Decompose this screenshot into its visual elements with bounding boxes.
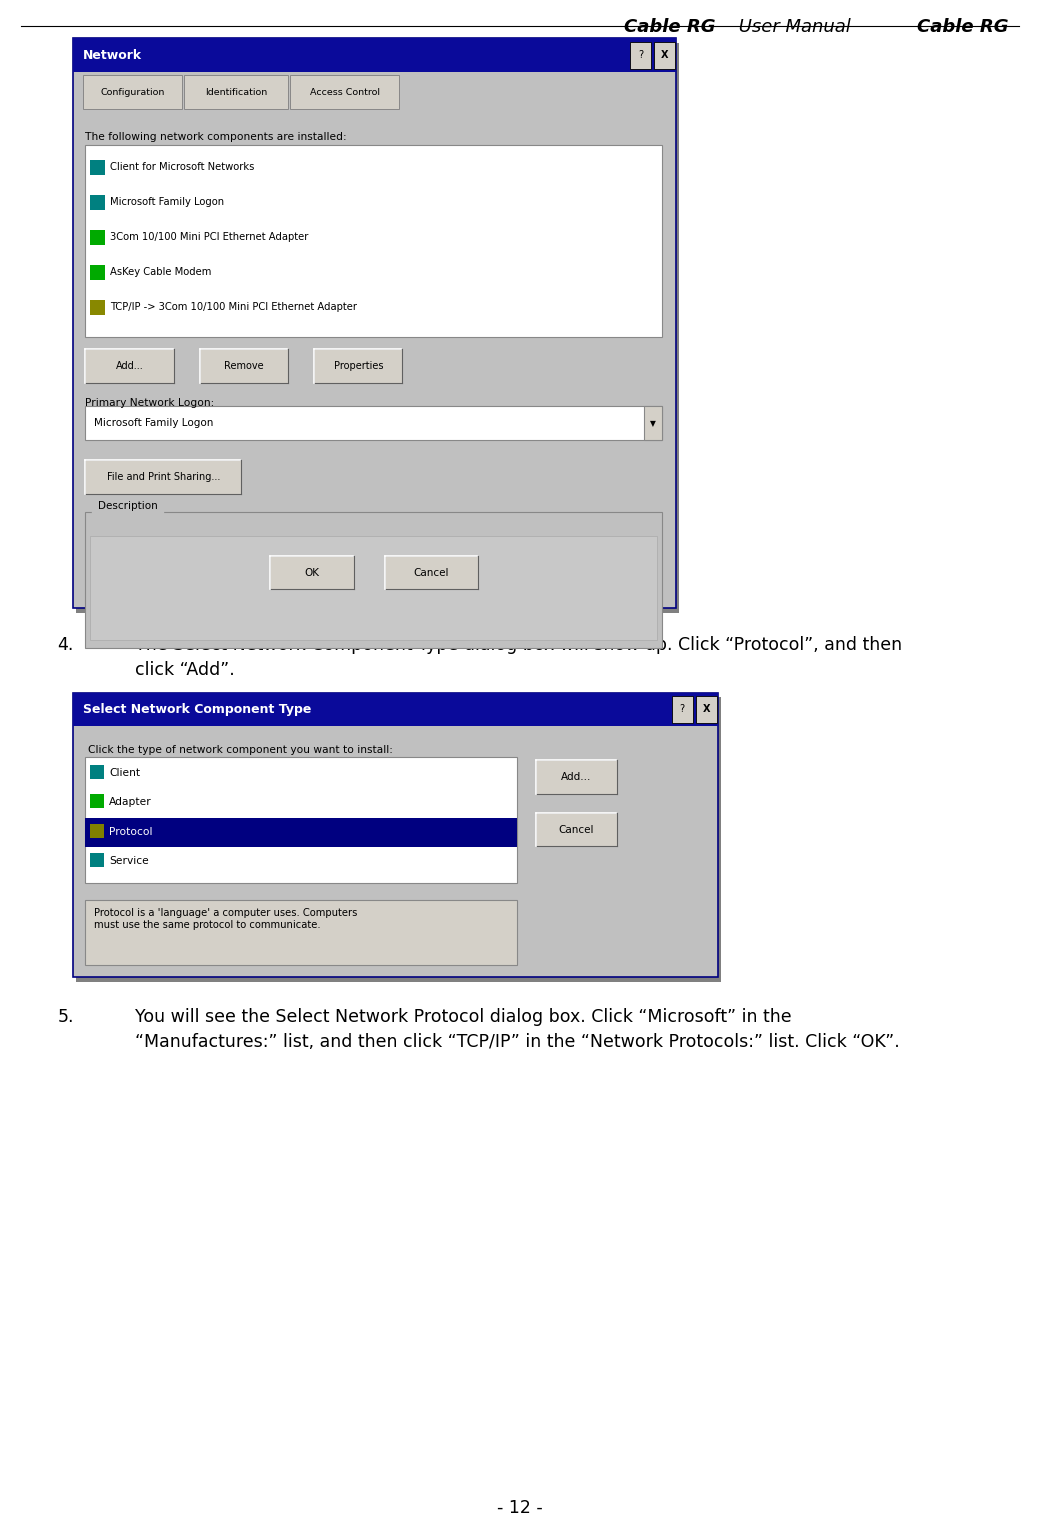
Text: - 12 -: - 12 - — [497, 1499, 543, 1517]
Text: The Select Network Component Type dialog box will show up. Click “Protocol”, and: The Select Network Component Type dialog… — [135, 636, 903, 679]
Text: Cable RG: Cable RG — [624, 18, 716, 35]
Text: Protocol: Protocol — [109, 826, 153, 837]
Text: Access Control: Access Control — [310, 88, 380, 97]
Text: Client: Client — [109, 768, 140, 777]
Text: Identification: Identification — [205, 88, 267, 97]
Text: Remove: Remove — [224, 362, 264, 371]
Bar — [644, 406, 662, 440]
Text: Description: Description — [98, 502, 157, 511]
Bar — [270, 556, 354, 589]
Text: ▼: ▼ — [650, 419, 656, 428]
Bar — [73, 693, 718, 977]
Bar — [73, 38, 676, 608]
Text: AsKey Cable Modem: AsKey Cable Modem — [110, 268, 211, 277]
Bar — [85, 512, 662, 648]
Text: ?: ? — [680, 705, 684, 714]
Text: Adapter: Adapter — [109, 797, 152, 806]
Text: Configuration: Configuration — [101, 88, 164, 97]
Bar — [385, 556, 478, 589]
Bar — [85, 817, 517, 846]
Bar — [696, 696, 717, 723]
Text: Client for Microsoft Networks: Client for Microsoft Networks — [110, 162, 255, 172]
Text: You will see the Select Network Protocol dialog box. Click “Microsoft” in the
“M: You will see the Select Network Protocol… — [135, 1008, 900, 1051]
Text: Cancel: Cancel — [558, 825, 594, 834]
Text: Add...: Add... — [115, 362, 144, 371]
Bar — [85, 900, 517, 965]
Bar — [90, 160, 105, 175]
Bar — [536, 760, 617, 794]
Bar — [90, 265, 105, 280]
Text: User Manual: User Manual — [733, 18, 851, 35]
Bar — [90, 765, 104, 779]
Text: X: X — [702, 705, 710, 714]
Bar — [536, 813, 617, 846]
Text: Microsoft Family Logon: Microsoft Family Logon — [94, 419, 213, 428]
Bar — [76, 697, 721, 982]
Bar — [314, 349, 402, 383]
Text: 3Com 10/100 Mini PCI Ethernet Adapter: 3Com 10/100 Mini PCI Ethernet Adapter — [110, 232, 309, 242]
Bar — [630, 42, 651, 69]
Bar — [73, 693, 718, 726]
Text: Click the type of network component you want to install:: Click the type of network component you … — [88, 745, 393, 754]
Bar — [76, 43, 679, 613]
Text: Protocol is a 'language' a computer uses. Computers
must use the same protocol t: Protocol is a 'language' a computer uses… — [94, 908, 357, 930]
Bar — [85, 757, 517, 883]
Bar — [90, 853, 104, 866]
Text: OK: OK — [305, 568, 319, 577]
Text: File and Print Sharing...: File and Print Sharing... — [106, 472, 220, 482]
Bar — [73, 38, 676, 72]
Text: The following network components are installed:: The following network components are ins… — [85, 132, 347, 142]
Text: Service: Service — [109, 856, 149, 866]
Text: X: X — [660, 51, 669, 60]
Bar — [184, 75, 288, 109]
Bar — [85, 349, 174, 383]
Bar — [90, 794, 104, 808]
Text: Cancel: Cancel — [414, 568, 449, 577]
Bar — [200, 349, 288, 383]
Text: ?: ? — [639, 51, 643, 60]
Text: 4.: 4. — [57, 636, 74, 654]
Bar — [83, 75, 182, 109]
Bar — [85, 145, 662, 337]
Text: TCP/IP -> 3Com 10/100 Mini PCI Ethernet Adapter: TCP/IP -> 3Com 10/100 Mini PCI Ethernet … — [110, 302, 358, 312]
Text: 5.: 5. — [57, 1008, 74, 1027]
Bar — [672, 696, 693, 723]
Bar — [85, 406, 662, 440]
Bar — [654, 42, 675, 69]
Bar — [90, 300, 105, 315]
Text: Properties: Properties — [334, 362, 383, 371]
Text: Microsoft Family Logon: Microsoft Family Logon — [110, 197, 225, 208]
Text: Add...: Add... — [562, 773, 592, 782]
Text: Cable RG: Cable RG — [917, 18, 1009, 37]
Bar — [90, 229, 105, 245]
Text: Select Network Component Type: Select Network Component Type — [83, 703, 312, 716]
Text: Primary Network Logon:: Primary Network Logon: — [85, 399, 214, 408]
Bar — [90, 194, 105, 209]
Text: Cable RG           User Manual: Cable RG User Manual — [750, 18, 1009, 37]
Bar — [90, 823, 104, 837]
Bar — [90, 536, 657, 640]
Bar — [290, 75, 399, 109]
Bar — [85, 460, 241, 494]
Text: Network: Network — [83, 49, 142, 62]
